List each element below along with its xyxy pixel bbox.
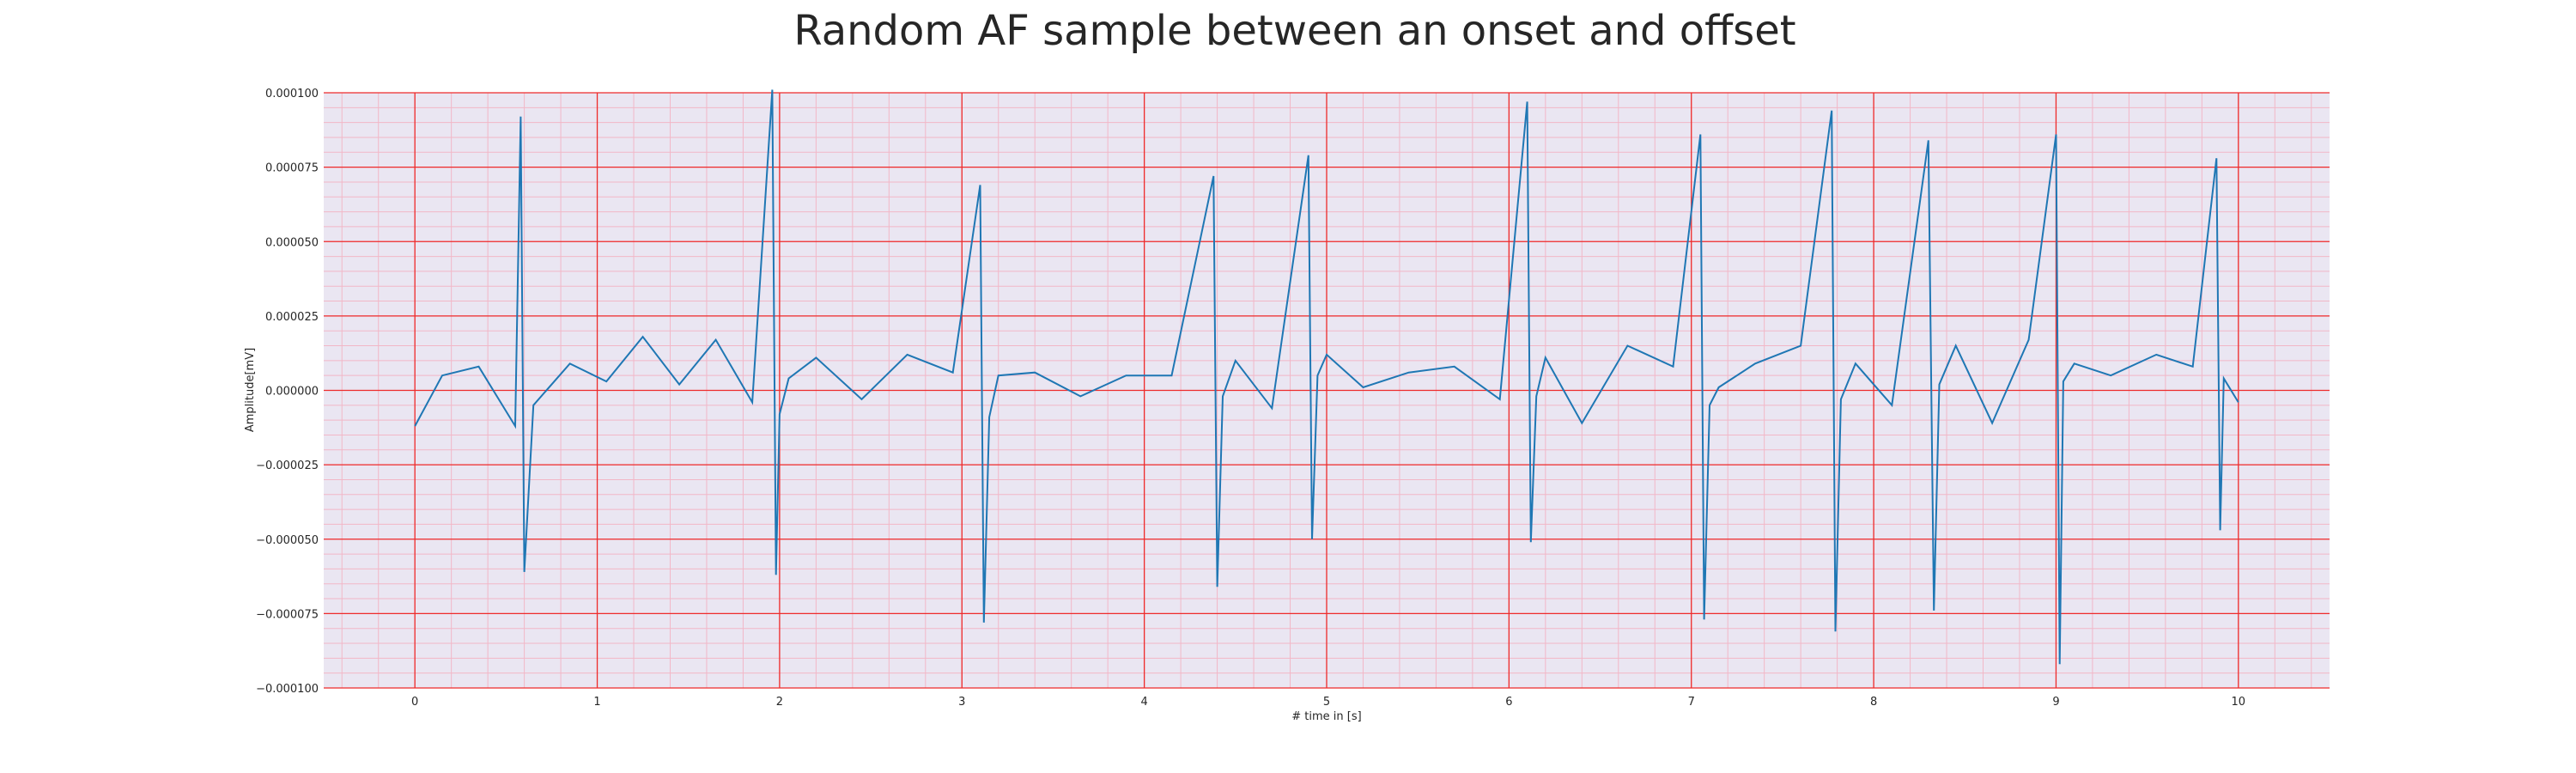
y-tick-label: −0.000025: [256, 460, 319, 472]
major-grid: [324, 92, 2330, 689]
x-axis-label: # time in [s]: [1291, 710, 1361, 723]
y-tick-label: 0.000050: [265, 236, 319, 249]
x-tick-label: 7: [1688, 696, 1695, 709]
y-tick-label: 0.000100: [265, 88, 319, 100]
x-tick-label: 8: [1870, 696, 1877, 709]
x-tick-label: 2: [776, 696, 783, 709]
y-tick-label: −0.000100: [256, 683, 319, 696]
y-tick-label: −0.000075: [256, 608, 319, 621]
x-tick-label: 0: [411, 696, 418, 709]
y-tick-label: 0.000075: [265, 162, 319, 175]
chart-title: Random AF sample between an onset and of…: [793, 7, 1795, 55]
x-tick-label: 4: [1140, 696, 1147, 709]
y-tick-label: −0.000050: [256, 534, 319, 547]
x-axis-ticks: 0 1 2 3 4 5 6 7 8 9 10: [411, 696, 2245, 709]
y-tick-label: 0.000025: [265, 311, 319, 324]
y-axis-label: Amplitude[mV]: [244, 348, 257, 432]
x-tick-label: 5: [1323, 696, 1330, 709]
x-tick-label: 3: [958, 696, 965, 709]
y-axis-ticks: −0.000100 −0.000075 −0.000050 −0.000025 0.00…: [256, 88, 319, 696]
x-tick-label: 6: [1505, 696, 1512, 709]
x-tick-label: 10: [2232, 696, 2246, 709]
series-line-signal: [414, 89, 2239, 665]
x-tick-label: 9: [2052, 696, 2059, 709]
y-tick-label: 0.000000: [265, 386, 319, 399]
x-tick-label: 1: [593, 696, 600, 709]
